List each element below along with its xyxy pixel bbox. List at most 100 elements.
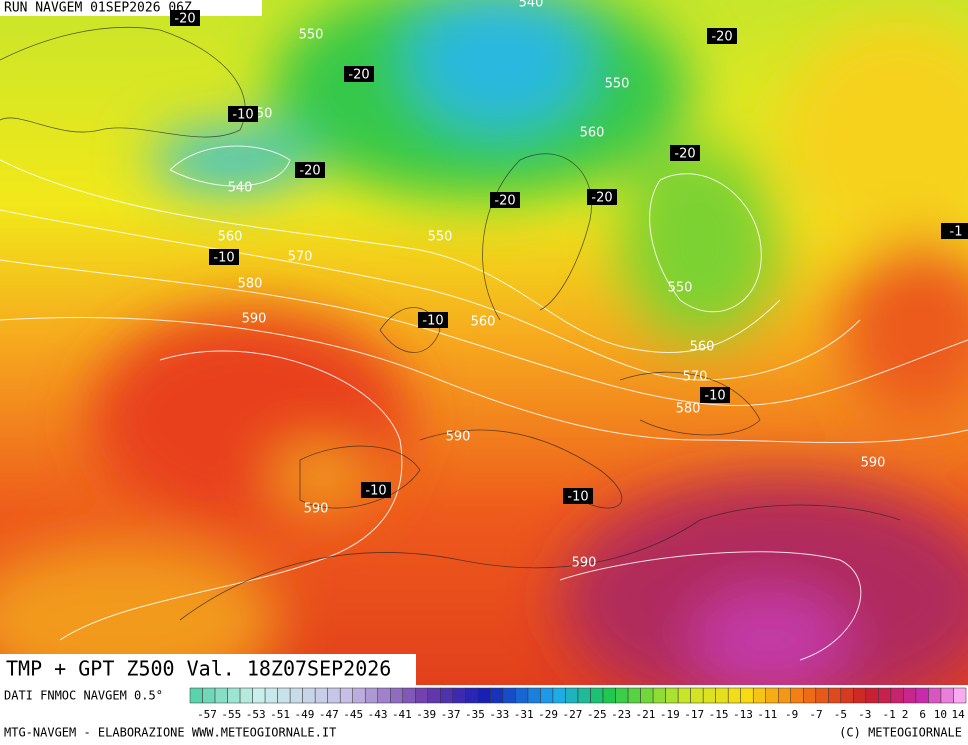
legend-swatch <box>702 687 716 704</box>
legend-swatch <box>803 687 817 704</box>
legend-swatch <box>352 687 366 704</box>
temperature-field <box>0 0 968 685</box>
legend-swatch <box>565 687 579 704</box>
legend-label: -33 <box>489 708 509 721</box>
legend-swatch <box>640 687 654 704</box>
legend-swatch <box>289 687 303 704</box>
temperature-label: -10 <box>704 389 725 404</box>
legend-swatch <box>840 687 854 704</box>
legend-swatch <box>865 687 879 704</box>
legend-label: -13 <box>733 708 753 721</box>
legend-swatch <box>415 687 429 704</box>
legend-swatch <box>665 687 679 704</box>
legend-swatch <box>890 687 904 704</box>
legend-swatch <box>377 687 391 704</box>
legend-swatch <box>727 687 741 704</box>
legend-label: -47 <box>319 708 339 721</box>
legend-swatch <box>252 687 266 704</box>
height-label: 590 <box>861 456 886 471</box>
legend-swatch <box>452 687 466 704</box>
legend-label: -35 <box>465 708 485 721</box>
legend-swatch <box>828 687 842 704</box>
temperature-label-box <box>490 192 520 208</box>
legend-label: 14 <box>951 708 965 721</box>
height-label: 590 <box>446 430 471 445</box>
legend-label: -53 <box>246 708 266 721</box>
temperature-label-box <box>361 482 391 498</box>
legend-label: -55 <box>221 708 241 721</box>
height-contours <box>0 145 968 661</box>
run-label: RUN NAVGEM 01SEP2026 06Z <box>4 1 192 16</box>
temperature-label-box <box>209 249 239 265</box>
legend-swatch <box>590 687 604 704</box>
temperature-label: -20 <box>494 194 515 209</box>
legend-swatch <box>552 687 566 704</box>
legend-swatch <box>465 687 479 704</box>
legend-label: -45 <box>343 708 363 721</box>
legend-swatch <box>765 687 779 704</box>
legend-swatch <box>878 687 892 704</box>
legend-swatch <box>515 687 529 704</box>
legend-swatch <box>790 687 804 704</box>
temperature-label: -20 <box>711 30 732 45</box>
legend-swatch <box>490 687 504 704</box>
legend-label: -9 <box>785 708 798 721</box>
height-label: 560 <box>690 340 715 355</box>
legend-label: -25 <box>587 708 607 721</box>
temperature-label: -10 <box>213 251 234 266</box>
legend-label: -7 <box>809 708 822 721</box>
legend-label: 6 <box>919 708 926 721</box>
temperature-label-box <box>670 145 700 161</box>
legend-swatch <box>677 687 691 704</box>
temperature-label-box <box>344 66 374 82</box>
height-label: 550 <box>668 281 693 296</box>
legend-label: -1 <box>882 708 895 721</box>
height-label: 550 <box>428 230 453 245</box>
legend-swatch <box>264 687 278 704</box>
legend-swatch <box>339 687 353 704</box>
temperature-label-box <box>941 223 968 239</box>
legend-swatch <box>189 687 203 704</box>
height-label: 570 <box>288 250 313 265</box>
legend-label: -19 <box>660 708 680 721</box>
legend-swatch <box>277 687 291 704</box>
legend-swatch <box>815 687 829 704</box>
temperature-label-box <box>587 189 617 205</box>
legend-swatch <box>602 687 616 704</box>
legend-label: -39 <box>416 708 436 721</box>
legend-label: -17 <box>684 708 704 721</box>
legend-label: -15 <box>709 708 729 721</box>
legend-label: -37 <box>441 708 461 721</box>
legend-swatch <box>577 687 591 704</box>
legend-label: 2 <box>902 708 909 721</box>
legend-swatch <box>214 687 228 704</box>
legend-label: -41 <box>392 708 412 721</box>
temperature-label: -20 <box>174 12 195 27</box>
height-label: 580 <box>238 277 263 292</box>
caption-box <box>0 654 416 685</box>
legend-swatch <box>778 687 792 704</box>
legend-swatch <box>302 687 316 704</box>
temperature-label: -10 <box>232 108 253 123</box>
footer-right: (C) METEOGIORNALE <box>839 726 962 740</box>
legend-swatch <box>364 687 378 704</box>
legend-swatch <box>940 687 954 704</box>
temperature-label-box <box>228 106 258 122</box>
temperature-label-box <box>707 28 737 44</box>
legend-swatch <box>903 687 917 704</box>
legend-swatch <box>928 687 942 704</box>
height-label: 580 <box>676 402 701 417</box>
legend-swatch <box>402 687 416 704</box>
caption: TMP + GPT Z500 Val. 18Z07SEP2026 <box>6 657 391 681</box>
height-label: 560 <box>218 230 243 245</box>
temperature-label: -20 <box>674 147 695 162</box>
legend-swatch <box>740 687 754 704</box>
coastlines <box>0 27 901 621</box>
legend-label: -11 <box>757 708 777 721</box>
height-label: 550 <box>605 77 630 92</box>
height-label: 590 <box>572 556 597 571</box>
temperature-label: -10 <box>365 484 386 499</box>
legend-label: -51 <box>270 708 290 721</box>
